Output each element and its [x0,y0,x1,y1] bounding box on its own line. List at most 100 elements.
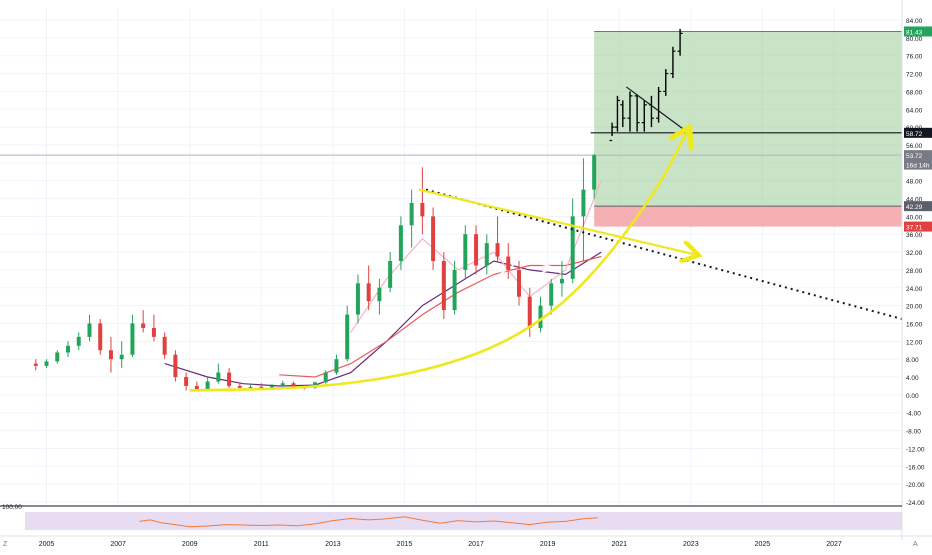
candle-body [44,361,49,366]
price-badge-entry [904,201,932,212]
price-tick-label: 24.00 [906,286,923,293]
time-tick-label: 2005 [39,541,55,548]
time-tick-label: 2027 [826,541,842,548]
rsi-level-label: 100.00 [2,504,22,511]
time-tick-label: 2019 [540,541,556,548]
price-tick-label: 0.00 [906,393,919,400]
price-tick-label: 4.00 [906,375,919,382]
price-tick-label: 28.00 [906,268,923,275]
price-tick-label: 68.00 [906,89,923,96]
price-tick-label: 76.00 [906,54,923,61]
price-tick-label: -20.00 [906,482,925,489]
candle-body [248,386,253,388]
candle-body [388,261,393,288]
candle-body [151,327,156,337]
candle-body [141,323,146,328]
candle-body [334,359,339,373]
candle-body [581,189,586,217]
candle-body [484,243,489,266]
candle-body [495,243,500,257]
candle-body [345,314,350,360]
candle-body [441,261,446,311]
candle-body [463,234,468,270]
candle-body [592,155,597,190]
price-badge-label-stop: 37.71 [906,225,923,232]
time-tick-label: 2007 [110,541,126,548]
price-tick-label: -12.00 [906,446,925,453]
price-badge-stop [904,221,932,232]
price-tick-label: 20.00 [906,304,923,311]
time-tick-label: 2011 [254,541,269,548]
price-badge-level [904,127,932,138]
price-axis-background [902,0,932,540]
price-tick-label: 56.00 [906,143,923,150]
candle-body [506,256,511,270]
candle-body [409,202,414,226]
candle-body [270,385,275,389]
price-tick-label: 72.00 [906,72,923,79]
price-tick-label: -8.00 [906,429,921,436]
price-tick-label: 64.00 [906,107,923,114]
price-tick-label: -4.00 [906,411,921,418]
candle-body [323,372,328,383]
candle-body [538,305,543,328]
price-tick-label: 48.00 [906,179,923,186]
stop-zone [594,206,902,227]
price-tick-label: 36.00 [906,232,923,239]
candle-body [66,345,71,353]
candle-body [452,269,457,311]
price-tick-label: 44.00 [906,197,923,204]
price-badge-current [904,150,932,161]
candle-body [184,377,189,386]
price-tick-label: 12.00 [906,339,923,346]
candle-body [517,269,522,297]
candle-body [173,354,178,378]
time-tick-label: 2021 [611,541,627,548]
price-tick-label: 8.00 [906,357,919,364]
rsi-line [139,516,598,528]
candle-body [216,372,221,382]
price-tick-label: 16.00 [906,321,923,328]
price-tick-label: 32.00 [906,250,923,257]
price-badge-label-level: 58.72 [906,131,923,138]
time-tick-label: 2009 [182,541,198,548]
candle-body [227,372,232,386]
time-tick-label: 2025 [755,541,771,548]
candle-body [377,287,382,302]
price-badge-label-countdown: 16d 14h [906,163,930,170]
candle-body [87,323,92,337]
price-tick-label: 40.00 [906,214,923,221]
candle-body [76,336,81,346]
price-tick-label: 80.00 [906,36,923,43]
candle-body [108,350,113,360]
price-tick-label: -16.00 [906,464,925,471]
price-badge-label-current: 53.72 [906,153,923,160]
candle-body [237,385,242,388]
time-tick-label: 2023 [683,541,699,548]
price-badge-label-target: 81.43 [906,29,923,36]
candle-body [398,225,403,261]
candle-body [130,323,135,355]
flag-trend-line [626,86,685,130]
candle-body [420,202,425,217]
candle-body [549,283,554,306]
white-wedge-pattern [439,258,558,316]
corner-label-left: Z [3,541,8,548]
yellow-wedge-arrow [418,188,695,255]
price-badge-label-entry: 42.29 [906,204,923,211]
candle-body [119,354,124,360]
time-tick-label: 2015 [397,541,413,548]
price-tick-label: -24.00 [906,500,925,507]
candle-body [33,363,38,366]
candle-body [205,381,210,390]
candle-body [55,352,60,362]
candle-body [559,278,564,284]
price-badge-target [904,26,932,37]
candle-body [280,383,285,386]
profit-zone [594,31,902,207]
candle-body [98,323,103,351]
candle-body [366,283,371,302]
candle-body [527,296,532,328]
